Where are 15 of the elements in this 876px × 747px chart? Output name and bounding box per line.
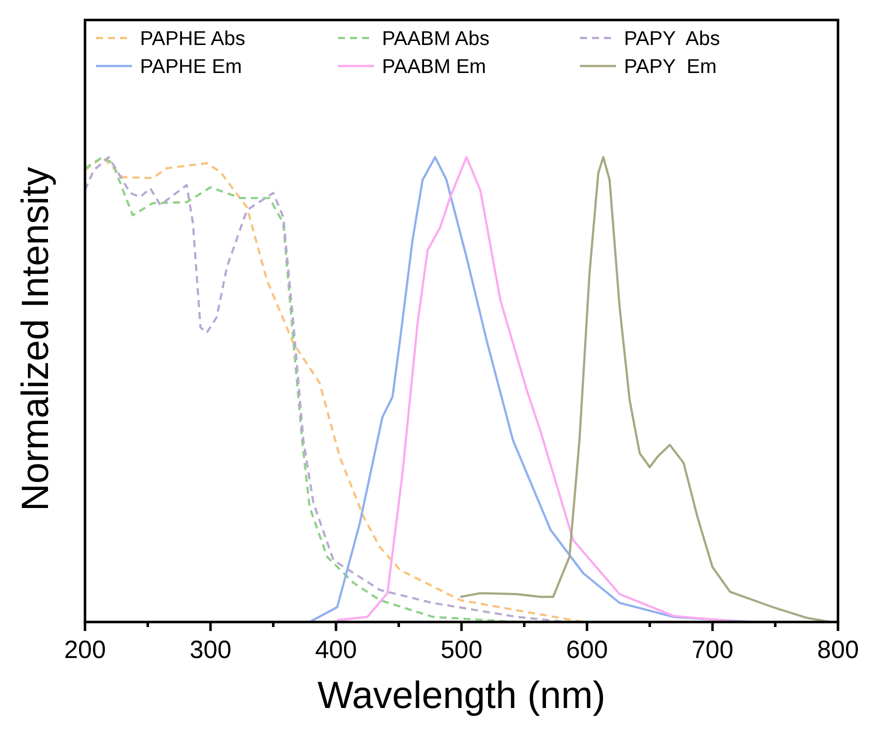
x-tick-label: 800 (817, 636, 859, 664)
legend-label: PAPHE Abs (140, 28, 246, 50)
x-tick-label: 200 (64, 636, 106, 664)
x-tick-label: 300 (190, 636, 232, 664)
legend-label: PAPY Abs (624, 28, 720, 50)
legend-label: PAPHE Em (140, 56, 242, 78)
x-tick-label: 400 (315, 636, 357, 664)
legend-label: PAABM Em (382, 56, 486, 78)
x-tick-label: 600 (566, 636, 608, 664)
y-axis-title: Normalized Intensity (15, 166, 57, 512)
x-tick-label: 500 (440, 636, 482, 664)
legend-label: PAABM Abs (382, 28, 490, 50)
x-axis-title: Wavelength (nm) (318, 675, 606, 717)
legend-label: PAPY Em (624, 56, 717, 78)
x-tick-label: 700 (692, 636, 734, 664)
